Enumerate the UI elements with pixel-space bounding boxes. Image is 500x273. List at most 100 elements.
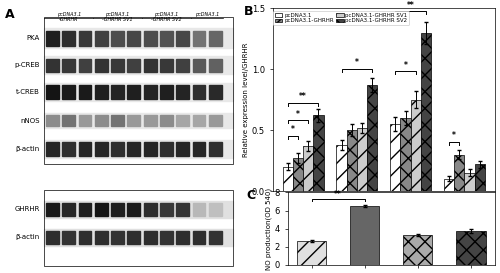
Text: β-actin: β-actin [16,146,40,152]
Bar [192,85,205,99]
Bar [111,58,124,72]
Bar [176,143,189,156]
Bar [95,58,108,72]
Text: B: B [244,5,253,17]
Bar [144,115,156,126]
Bar [144,58,156,72]
Bar [192,203,205,216]
Bar [303,146,314,191]
Bar [421,32,431,191]
Bar [111,115,124,126]
Bar [400,118,410,191]
Text: **: ** [299,93,307,102]
Text: GHRHR: GHRHR [14,206,40,212]
Bar [160,31,173,46]
Bar [160,85,173,99]
Bar [95,31,108,46]
Bar [346,130,357,191]
Bar [62,31,75,46]
Bar [78,203,92,216]
Bar [78,231,92,244]
Text: pcDNA3.1
-GHRHR SV2: pcDNA3.1 -GHRHR SV2 [151,12,182,22]
Text: *: * [291,125,295,134]
Text: pcDNA3.1
-GHRHR SV1: pcDNA3.1 -GHRHR SV1 [102,12,133,22]
Bar [95,203,108,216]
Bar [44,140,232,158]
Bar [357,128,367,191]
Text: *: * [452,132,456,141]
Bar [209,203,222,216]
Bar [474,164,485,191]
Bar [44,83,232,101]
Bar [128,85,140,99]
Bar [192,143,205,156]
Bar [209,143,222,156]
Bar [44,201,232,218]
Bar [282,167,293,191]
Text: pcDNA3.1: pcDNA3.1 [195,12,219,17]
Bar [144,85,156,99]
Bar [410,100,421,191]
Bar [46,203,59,216]
Bar [62,231,75,244]
Text: *: * [296,109,300,118]
Bar [128,31,140,46]
Bar [78,143,92,156]
Y-axis label: NO production(OD 540): NO production(OD 540) [265,188,272,270]
Bar [456,231,486,265]
Bar [44,176,232,188]
Bar [192,115,205,126]
Bar [95,85,108,99]
Bar [44,113,232,128]
Y-axis label: Relative expression level/GHRHR: Relative expression level/GHRHR [243,42,249,157]
Bar [44,229,232,246]
Bar [95,143,108,156]
Bar [367,85,378,191]
Text: p-CREB: p-CREB [14,62,40,68]
Bar [444,179,454,191]
Bar [160,231,173,244]
Bar [454,155,464,191]
Bar [128,143,140,156]
Bar [336,145,346,191]
Bar [62,58,75,72]
Bar [78,85,92,99]
Bar [176,31,189,46]
Text: PKA: PKA [26,35,40,41]
Bar [44,28,232,48]
Bar [293,158,303,191]
Bar [390,124,400,191]
Bar [128,115,140,126]
Bar [209,231,222,244]
Bar [144,203,156,216]
Bar [144,31,156,46]
Bar [111,85,124,99]
Bar [44,57,232,74]
Bar [78,115,92,126]
Bar [46,115,59,126]
Text: β-actin: β-actin [16,234,40,240]
Bar [144,143,156,156]
Text: nNOS: nNOS [20,118,40,124]
Bar [46,85,59,99]
Bar [95,115,108,126]
Bar [44,17,232,164]
Bar [46,58,59,72]
Bar [192,31,205,46]
Bar [176,58,189,72]
Bar [46,143,59,156]
Bar [209,115,222,126]
Bar [209,31,222,46]
Text: A: A [5,8,15,21]
Bar [192,231,205,244]
Text: **: ** [334,189,342,198]
Bar [192,58,205,72]
Bar [44,189,232,266]
Text: t-CREB: t-CREB [16,89,40,95]
Bar [350,206,380,265]
Bar [128,231,140,244]
Bar [111,203,124,216]
Bar [111,31,124,46]
Bar [160,58,173,72]
Bar [160,143,173,156]
